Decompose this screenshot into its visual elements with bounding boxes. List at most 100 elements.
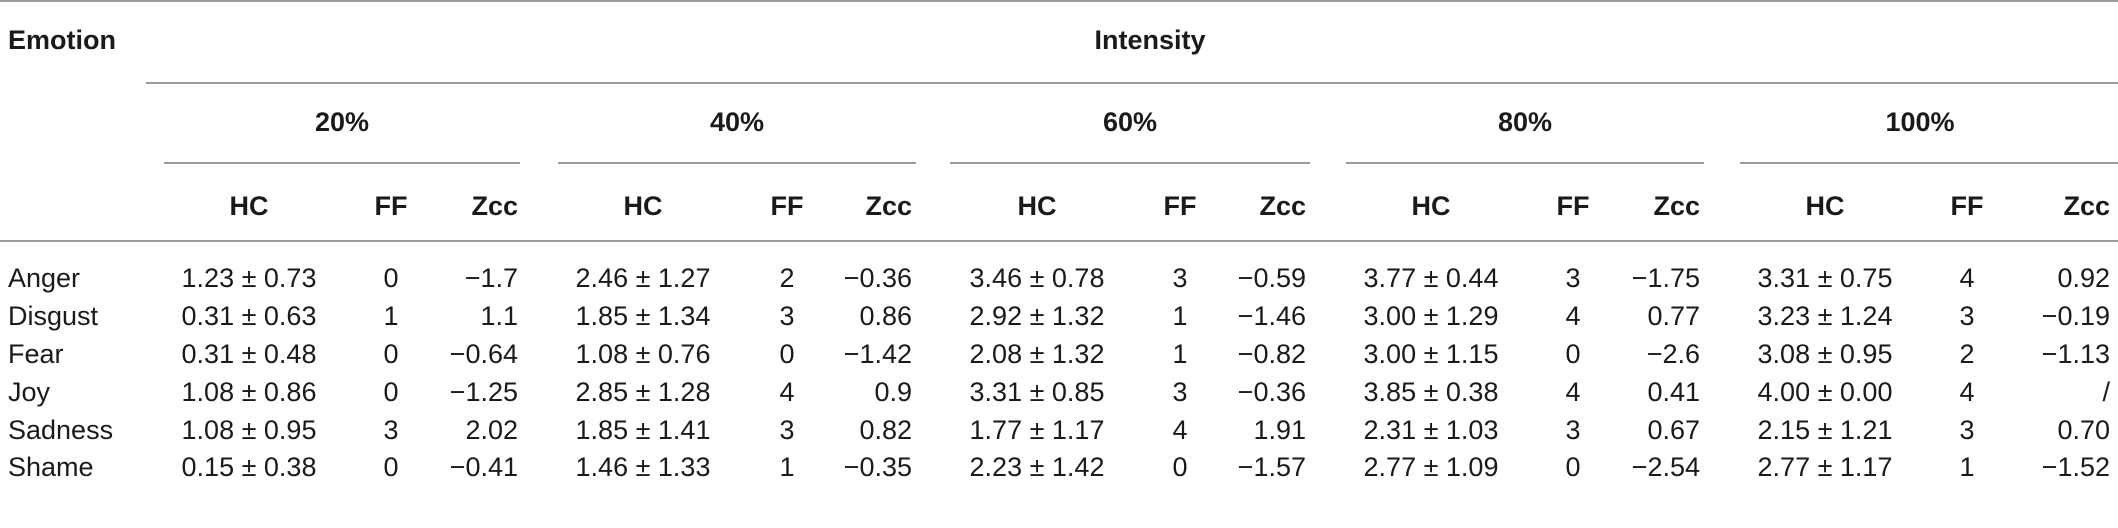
- cell-ff-20: 0: [383, 263, 399, 293]
- cell-zcc-20: −0.64: [449, 339, 518, 369]
- cell-ff-40: 3: [779, 415, 795, 445]
- cell-ff-100: 3: [1959, 415, 1975, 445]
- subheader-zcc-80: Zcc: [1653, 191, 1700, 221]
- group-header-100: 100%: [1885, 107, 1955, 137]
- cell-ff-80: 3: [1565, 415, 1581, 445]
- cell-ff-40: 3: [779, 301, 795, 331]
- cell-zcc-60: −0.36: [1237, 377, 1306, 407]
- cell-hc-80: 2.31 ± 1.03: [1363, 415, 1499, 445]
- cell-hc-100: 3.08 ± 0.95: [1757, 339, 1893, 369]
- row-label-fear: Fear: [8, 339, 64, 369]
- subheader-ff-60: FF: [1163, 191, 1197, 221]
- subheader-zcc-40: Zcc: [865, 191, 912, 221]
- cell-hc-80: 3.00 ± 1.29: [1363, 301, 1499, 331]
- group-header-20: 20%: [314, 107, 370, 137]
- cell-ff-20: 3: [383, 415, 399, 445]
- cell-zcc-40: 0.86: [859, 301, 912, 331]
- cell-zcc-40: −0.36: [843, 263, 912, 293]
- cell-hc-40: 2.85 ± 1.28: [575, 377, 711, 407]
- cell-zcc-80: 0.41: [1647, 377, 1700, 407]
- cell-ff-60: 1: [1172, 301, 1188, 331]
- cell-ff-100: 4: [1959, 377, 1975, 407]
- cell-hc-20: 1.23 ± 0.73: [181, 263, 317, 293]
- cell-zcc-100: −1.52: [2041, 452, 2110, 482]
- header-bottom-rule: [0, 240, 2118, 242]
- cell-zcc-60: −1.57: [1237, 452, 1306, 482]
- subheader-zcc-100: Zcc: [2063, 191, 2110, 221]
- cell-zcc-40: 0.9: [874, 377, 912, 407]
- cell-zcc-20: −1.7: [464, 263, 518, 293]
- cell-ff-80: 4: [1565, 377, 1581, 407]
- emotion-column-header: Emotion: [8, 25, 116, 55]
- cell-ff-80: 4: [1565, 301, 1581, 331]
- cell-hc-20: 0.15 ± 0.38: [181, 452, 317, 482]
- cell-hc-80: 3.00 ± 1.15: [1363, 339, 1499, 369]
- row-label-anger: Anger: [8, 263, 81, 293]
- cell-zcc-60: −1.46: [1237, 301, 1306, 331]
- subheader-hc-80: HC: [1411, 191, 1451, 221]
- cell-ff-40: 0: [779, 339, 795, 369]
- cell-ff-80: 0: [1565, 452, 1581, 482]
- cell-ff-80: 0: [1565, 339, 1581, 369]
- cell-zcc-100: 0.70: [2057, 415, 2110, 445]
- cell-hc-40: 1.85 ± 1.34: [575, 301, 711, 331]
- cell-zcc-60: −0.82: [1237, 339, 1306, 369]
- cell-zcc-20: −0.41: [449, 452, 518, 482]
- cell-hc-100: 4.00 ± 0.00: [1757, 377, 1893, 407]
- intensity-header: Intensity: [1094, 25, 1206, 55]
- cell-zcc-20: 2.02: [465, 415, 518, 445]
- group-rule-80: [1346, 162, 1704, 164]
- subheader-ff-40: FF: [770, 191, 804, 221]
- cell-hc-100: 2.15 ± 1.21: [1757, 415, 1893, 445]
- cell-ff-60: 0: [1172, 452, 1188, 482]
- subheader-hc-20: HC: [229, 191, 269, 221]
- cell-zcc-100: −0.19: [2041, 301, 2110, 331]
- cell-hc-40: 1.08 ± 0.76: [575, 339, 711, 369]
- cell-hc-60: 2.08 ± 1.32: [969, 339, 1105, 369]
- row-label-joy: Joy: [8, 377, 51, 407]
- cell-zcc-80: −1.75: [1631, 263, 1700, 293]
- subheader-hc-60: HC: [1017, 191, 1057, 221]
- group-rule-40: [558, 162, 916, 164]
- cell-ff-20: 0: [383, 339, 399, 369]
- cell-hc-60: 3.46 ± 0.78: [969, 263, 1105, 293]
- cell-hc-100: 3.31 ± 0.75: [1757, 263, 1893, 293]
- group-header-60: 60%: [1102, 107, 1158, 137]
- cell-hc-60: 2.92 ± 1.32: [969, 301, 1105, 331]
- row-label-disgust: Disgust: [8, 301, 99, 331]
- cell-hc-40: 2.46 ± 1.27: [575, 263, 711, 293]
- cell-zcc-40: −0.35: [843, 452, 912, 482]
- cell-ff-100: 1: [1959, 452, 1975, 482]
- cell-zcc-60: −0.59: [1237, 263, 1306, 293]
- cell-hc-100: 3.23 ± 1.24: [1757, 301, 1893, 331]
- cell-zcc-80: −2.54: [1631, 452, 1700, 482]
- cell-hc-40: 1.46 ± 1.33: [575, 452, 711, 482]
- cell-ff-20: 0: [383, 377, 399, 407]
- cell-zcc-40: −1.42: [843, 339, 912, 369]
- cell-zcc-40: 0.82: [859, 415, 912, 445]
- subheader-hc-40: HC: [623, 191, 663, 221]
- cell-ff-100: 2: [1959, 339, 1975, 369]
- cell-ff-40: 1: [779, 452, 795, 482]
- cell-ff-80: 3: [1565, 263, 1581, 293]
- intensity-rule: [146, 82, 2118, 84]
- cell-ff-60: 1: [1172, 339, 1188, 369]
- group-rule-100: [1740, 162, 2118, 164]
- subheader-ff-20: FF: [374, 191, 408, 221]
- cell-ff-40: 4: [779, 377, 795, 407]
- subheader-hc-100: HC: [1805, 191, 1845, 221]
- cell-hc-40: 1.85 ± 1.41: [575, 415, 711, 445]
- subheader-ff-100: FF: [1950, 191, 1984, 221]
- row-label-sadness: Sadness: [8, 415, 114, 445]
- cell-hc-20: 1.08 ± 0.86: [181, 377, 317, 407]
- cell-zcc-100: /: [2102, 377, 2110, 407]
- cell-hc-20: 1.08 ± 0.95: [181, 415, 317, 445]
- cell-ff-40: 2: [779, 263, 795, 293]
- group-rule-20: [164, 162, 520, 164]
- cell-hc-20: 0.31 ± 0.48: [181, 339, 317, 369]
- row-label-shame: Shame: [8, 452, 94, 482]
- group-header-40: 40%: [709, 107, 765, 137]
- cell-hc-60: 1.77 ± 1.17: [969, 415, 1105, 445]
- top-rule: [0, 0, 2118, 2]
